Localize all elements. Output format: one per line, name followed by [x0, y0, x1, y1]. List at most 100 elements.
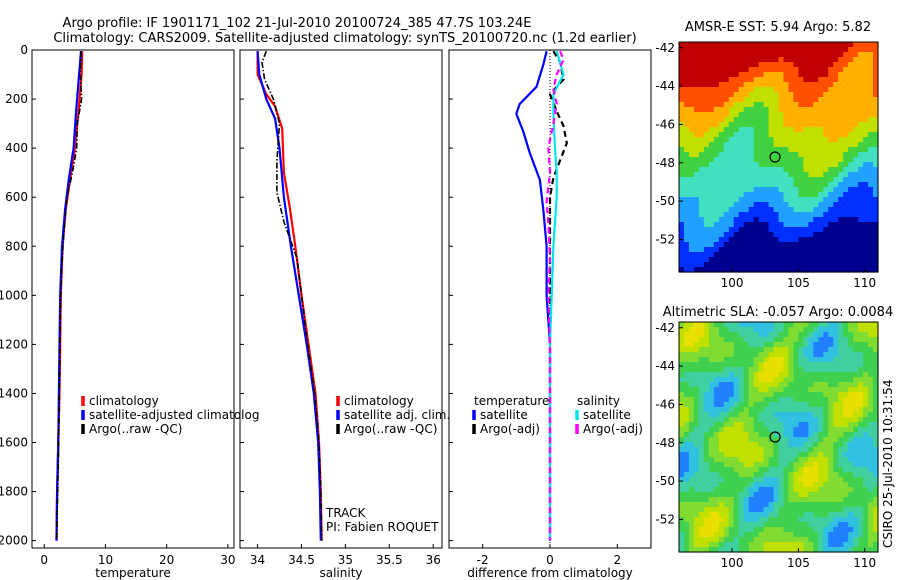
- heatmap-cell: [858, 382, 864, 388]
- heatmap-cell: [768, 342, 775, 348]
- heatmap-cell: [688, 62, 695, 68]
- heatmap-cell: [703, 422, 710, 428]
- heatmap-cell: [679, 332, 685, 338]
- heatmap-cell: [723, 242, 730, 248]
- heatmap-cell: [768, 332, 775, 338]
- heatmap-cell: [788, 432, 795, 438]
- heatmap-cell: [828, 412, 834, 418]
- heatmap-cell: [728, 457, 735, 463]
- heatmap-cell: [698, 402, 705, 408]
- heatmap-cell: [798, 232, 804, 238]
- heatmap-cell: [768, 42, 775, 48]
- heatmap-cell: [728, 132, 735, 138]
- heatmap-cell: [778, 77, 785, 83]
- heatmap-cell: [813, 482, 819, 488]
- heatmap-cell: [838, 507, 844, 513]
- heatmap-cell: [828, 92, 834, 98]
- heatmap-cell: [748, 387, 755, 393]
- heatmap-cell: [698, 347, 705, 353]
- heatmap-cell: [713, 497, 720, 503]
- heatmap-cell: [868, 512, 874, 518]
- heatmap-cell: [708, 382, 715, 388]
- heatmap-cell: [818, 412, 824, 418]
- heatmap-cell: [798, 517, 804, 523]
- heatmap-cell: [718, 462, 725, 468]
- heatmap-cell: [753, 117, 760, 123]
- heatmap-cell: [773, 397, 780, 403]
- heatmap-cell: [768, 197, 775, 203]
- heatmap-cell: [698, 527, 705, 533]
- heatmap-cell: [833, 382, 839, 388]
- heatmap-cell: [853, 167, 859, 173]
- heatmap-cell: [808, 467, 814, 473]
- heatmap-cell: [868, 242, 874, 248]
- heatmap-cell: [848, 212, 854, 218]
- heatmap-cell: [838, 402, 844, 408]
- heatmap-cell: [758, 357, 765, 363]
- heatmap-cell: [798, 362, 804, 368]
- heatmap-cell: [793, 72, 799, 78]
- heatmap-cell: [848, 512, 854, 518]
- heatmap-cell: [748, 82, 755, 88]
- heatmap-cell: [688, 222, 695, 228]
- heatmap-cell: [813, 337, 819, 343]
- heatmap-cell: [833, 347, 839, 353]
- heatmap-cell: [688, 472, 695, 478]
- heatmap-cell: [873, 382, 879, 388]
- heatmap-cell: [828, 167, 834, 173]
- heatmap-cell: [808, 432, 814, 438]
- heatmap-cell: [783, 412, 790, 418]
- heatmap-cell: [713, 407, 720, 413]
- heatmap-cell: [853, 332, 859, 338]
- heatmap-cell: [758, 197, 765, 203]
- heatmap-cell: [748, 482, 755, 488]
- heatmap-cell: [708, 102, 715, 108]
- heatmap-cell: [733, 47, 740, 53]
- heatmap-cell: [838, 172, 844, 178]
- heatmap-cell: [728, 352, 735, 358]
- heatmap-cell: [858, 497, 864, 503]
- heatmap-cell: [868, 492, 874, 498]
- heatmap-cell: [703, 267, 710, 273]
- heatmap-cell: [778, 497, 785, 503]
- heatmap-cell: [733, 112, 740, 118]
- heatmap-cell: [803, 62, 809, 68]
- heatmap-cell: [823, 347, 829, 353]
- heatmap-cell: [753, 492, 760, 498]
- heatmap-cell: [723, 392, 730, 398]
- heatmap-cell: [778, 437, 785, 443]
- heatmap-cell: [848, 382, 854, 388]
- heatmap-cell: [798, 72, 804, 78]
- heatmap-cell: [763, 62, 770, 68]
- heatmap-cell: [728, 77, 735, 83]
- heatmap-cell: [813, 232, 819, 238]
- heatmap-cell: [708, 532, 715, 538]
- difference-xtick-label: -2: [477, 553, 489, 567]
- heatmap-cell: [728, 182, 735, 188]
- heatmap-cell: [703, 152, 710, 158]
- depth-tick-label: 1000: [0, 288, 28, 302]
- depth-tick-label: 1400: [0, 386, 28, 400]
- heatmap-cell: [788, 112, 795, 118]
- heatmap-cell: [718, 342, 725, 348]
- heatmap-cell: [793, 532, 799, 538]
- heatmap-cell: [798, 382, 804, 388]
- heatmap-cell: [738, 197, 745, 203]
- heatmap-cell: [738, 527, 745, 533]
- heatmap-cell: [693, 92, 700, 98]
- heatmap-cell: [768, 422, 775, 428]
- heatmap-cell: [748, 232, 755, 238]
- heatmap-cell: [858, 527, 864, 533]
- heatmap-cell: [838, 127, 844, 133]
- heatmap-cell: [743, 157, 750, 163]
- heatmap-cell: [858, 72, 864, 78]
- heatmap-cell: [863, 337, 869, 343]
- heatmap-cell: [868, 532, 874, 538]
- heatmap-cell: [788, 117, 795, 123]
- heatmap-cell: [768, 487, 775, 493]
- heatmap-cell: [693, 232, 700, 238]
- heatmap-cell: [833, 217, 839, 223]
- heatmap-cell: [838, 437, 844, 443]
- heatmap-cell: [843, 127, 849, 133]
- heatmap-cell: [713, 152, 720, 158]
